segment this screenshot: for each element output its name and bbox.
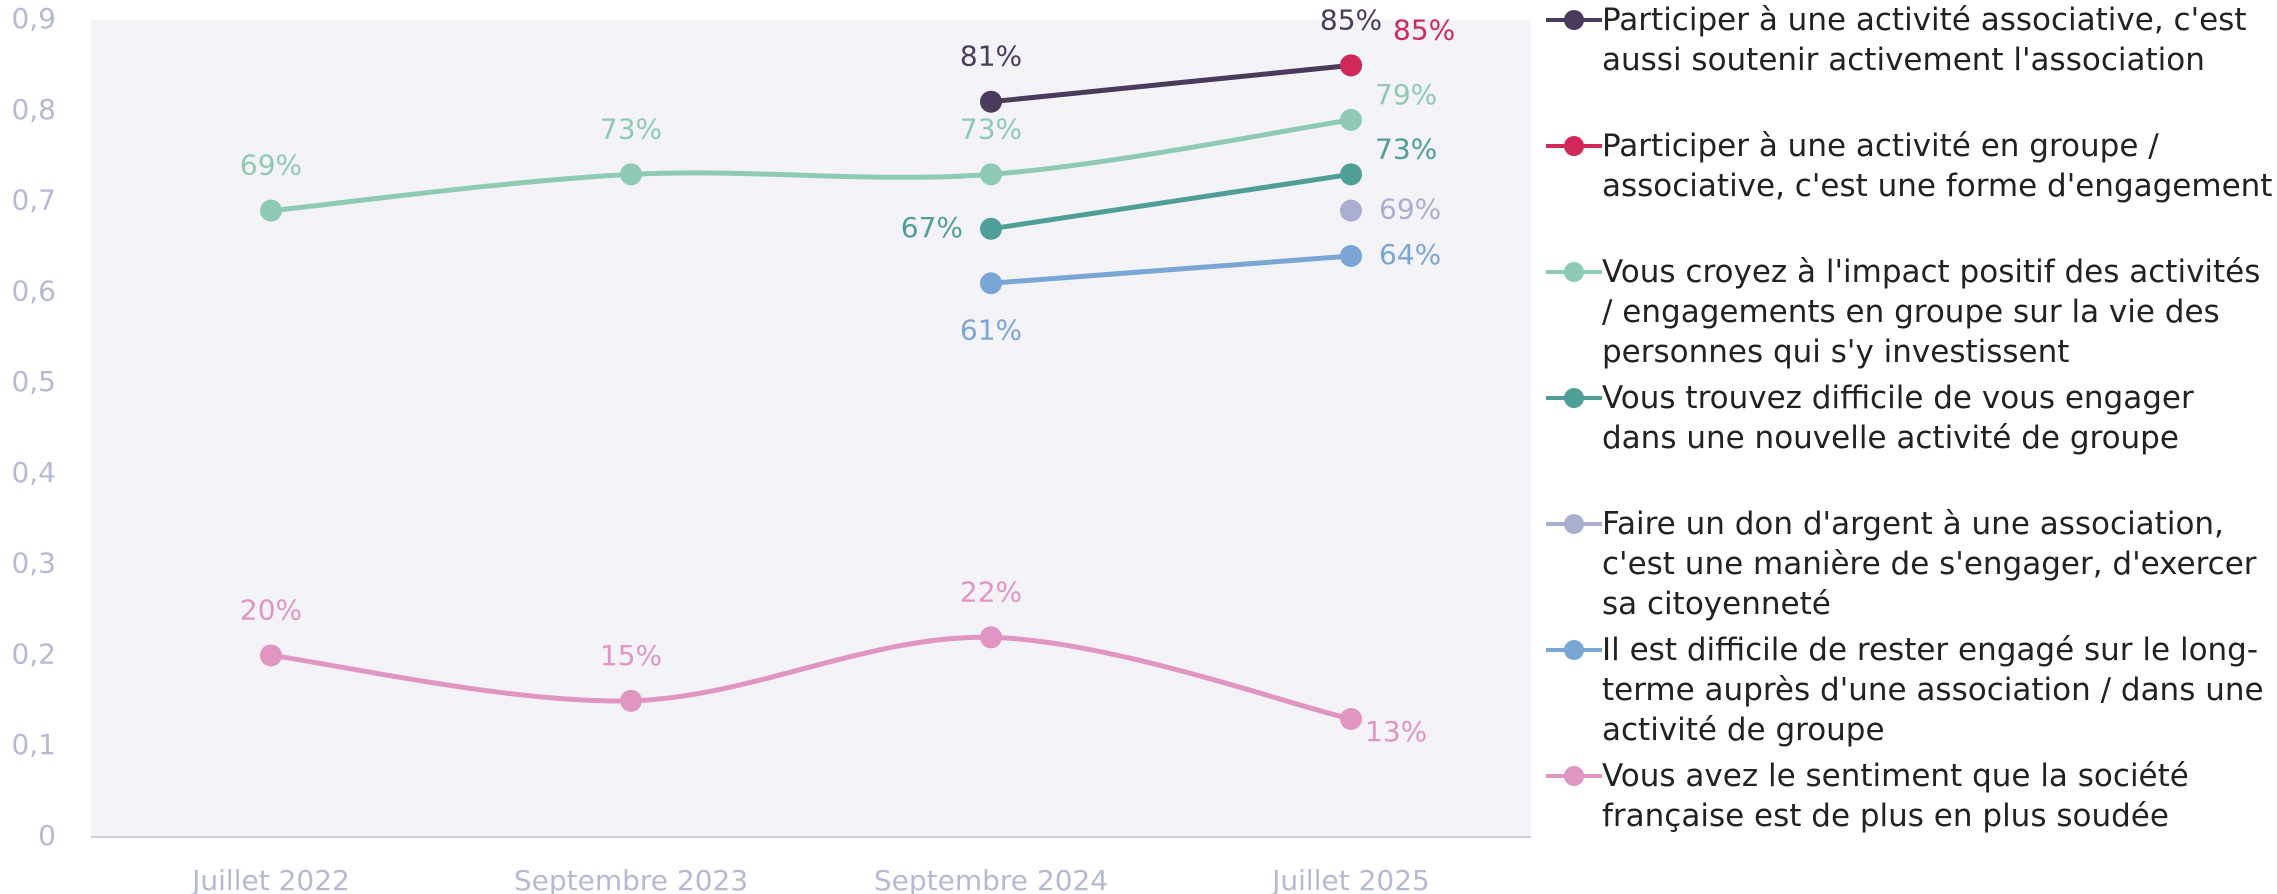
- legend-dot: [1564, 766, 1584, 786]
- point: [1340, 245, 1362, 268]
- data-label: 20%: [240, 593, 302, 626]
- legend-swatch: [1546, 630, 1602, 670]
- legend-swatch: [1546, 756, 1602, 796]
- legend-item: Faire un don d'argent à une association,…: [1546, 504, 2274, 624]
- point: [1340, 199, 1362, 222]
- y-tick-label: 0: [38, 819, 56, 852]
- legend-item: Vous avez le sentiment que la société fr…: [1546, 756, 2274, 836]
- legend-swatch: [1546, 126, 1602, 166]
- plot-area: [91, 20, 1531, 837]
- series-line: [990, 62, 1352, 105]
- point: [980, 163, 1002, 186]
- legend-label: Il est difficile de rester engagé sur le…: [1602, 632, 2264, 748]
- legend-swatch: [1546, 504, 1602, 544]
- chart: 0 0,1 0,2 0,3 0,4 0,5 0,6 0,7 0,8 0,9 Juillet 2022…: [11, 2, 1531, 894]
- y-tick-label: 0,3: [11, 547, 56, 580]
- data-label: 81%: [960, 40, 1022, 73]
- point: [620, 163, 642, 186]
- legend-item: Vous croyez à l'impact positif des activ…: [1546, 252, 2274, 372]
- data-label: 85%: [1320, 3, 1382, 36]
- series-line: [990, 253, 1352, 286]
- data-label: 79%: [1375, 78, 1437, 111]
- legend-dot: [1564, 136, 1584, 156]
- point: [620, 689, 642, 712]
- point: [980, 217, 1002, 240]
- data-label: 22%: [960, 575, 1022, 608]
- legend-item: Participer à une activité associative, c…: [1546, 0, 2274, 80]
- x-tick-label: Juillet 2022: [190, 864, 350, 894]
- legend-label: Participer à une activité associative, c…: [1602, 2, 2247, 78]
- point: [1340, 108, 1362, 131]
- legend-label: Vous trouvez difficile de vous engager d…: [1602, 380, 2194, 456]
- y-tick-label: 0,1: [11, 728, 56, 761]
- legend-swatch: [1546, 0, 1602, 40]
- data-label: 67%: [901, 211, 963, 244]
- legend-swatch: [1546, 378, 1602, 418]
- data-label: 64%: [1379, 238, 1441, 271]
- y-tick-label: 0,8: [11, 93, 56, 126]
- data-label: 73%: [960, 112, 1022, 145]
- data-label: 69%: [1379, 193, 1441, 226]
- legend-item: Vous trouvez difficile de vous engager d…: [1546, 378, 2274, 458]
- legend-dot: [1564, 262, 1584, 282]
- legend-label: Vous croyez à l'impact positif des activ…: [1602, 254, 2261, 370]
- point: [1340, 54, 1362, 77]
- y-tick-label: 0,9: [11, 2, 56, 35]
- point: [980, 272, 1002, 295]
- series-line: [270, 117, 1352, 214]
- y-tick-label: 0,4: [11, 456, 56, 489]
- legend-dot: [1564, 388, 1584, 408]
- legend-dot: [1564, 640, 1584, 660]
- legend-label: Participer à une activité en groupe / as…: [1602, 128, 2273, 204]
- data-label: 85%: [1393, 13, 1455, 46]
- data-label: 69%: [240, 149, 302, 182]
- data-label: 73%: [1375, 132, 1437, 165]
- data-label: 61%: [960, 313, 1022, 346]
- data-label: 13%: [1365, 715, 1427, 748]
- y-tick-label: 0,6: [11, 274, 56, 307]
- legend-label: Faire un don d'argent à une association,…: [1602, 506, 2257, 622]
- legend-item: Il est difficile de rester engagé sur le…: [1546, 630, 2274, 750]
- y-tick-label: 0,7: [11, 184, 56, 217]
- x-tick-label: Juillet 2025: [1270, 864, 1430, 894]
- series-line: [990, 171, 1352, 232]
- point: [980, 626, 1002, 649]
- y-tick-label: 0,2: [11, 637, 56, 670]
- x-tick-label: Septembre 2024: [874, 864, 1108, 894]
- point: [1340, 163, 1362, 186]
- legend-dot: [1564, 10, 1584, 30]
- point: [1340, 707, 1362, 730]
- data-label: 73%: [600, 112, 662, 145]
- legend-item: Participer à une activité en groupe / as…: [1546, 126, 2274, 206]
- point: [980, 90, 1002, 113]
- legend-label: Vous avez le sentiment que la société fr…: [1602, 758, 2189, 834]
- point: [260, 644, 282, 667]
- legend-swatch: [1546, 252, 1602, 292]
- y-tick-label: 0,5: [11, 365, 56, 398]
- x-tick-label: Septembre 2023: [514, 864, 748, 894]
- point: [260, 199, 282, 222]
- legend-dot: [1564, 514, 1584, 534]
- series-line: [270, 634, 1352, 722]
- data-label: 15%: [600, 639, 662, 672]
